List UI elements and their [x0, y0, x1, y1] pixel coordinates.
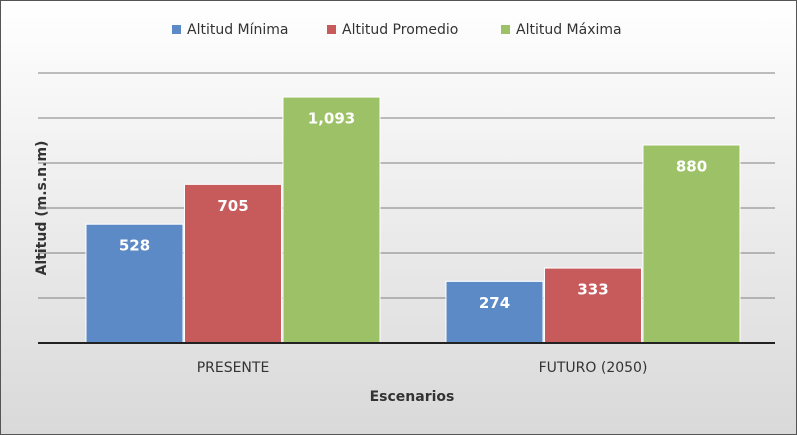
value-label: 880	[676, 158, 707, 176]
legend-label: Altitud Promedio	[342, 22, 458, 38]
legend-swatch	[172, 25, 181, 34]
x-tick-label: FUTURO (2050)	[539, 360, 648, 376]
legend-swatch	[327, 25, 336, 34]
bar	[642, 144, 741, 344]
value-label: 333	[577, 281, 608, 299]
bar	[85, 223, 184, 344]
bar	[282, 96, 381, 344]
legend-swatch	[501, 25, 510, 34]
bar	[544, 267, 642, 344]
bar	[445, 280, 544, 344]
bar	[184, 183, 282, 344]
x-tick-label: PRESENTE	[197, 360, 270, 376]
value-label: 274	[479, 294, 510, 312]
legend-label: Altitud Máxima	[516, 22, 622, 38]
x-axis-label: Escenarios	[370, 389, 455, 405]
legend-label: Altitud Mínima	[187, 22, 289, 38]
value-label: 528	[119, 237, 150, 255]
value-label: 705	[217, 197, 248, 215]
value-label: 1,093	[308, 110, 355, 128]
